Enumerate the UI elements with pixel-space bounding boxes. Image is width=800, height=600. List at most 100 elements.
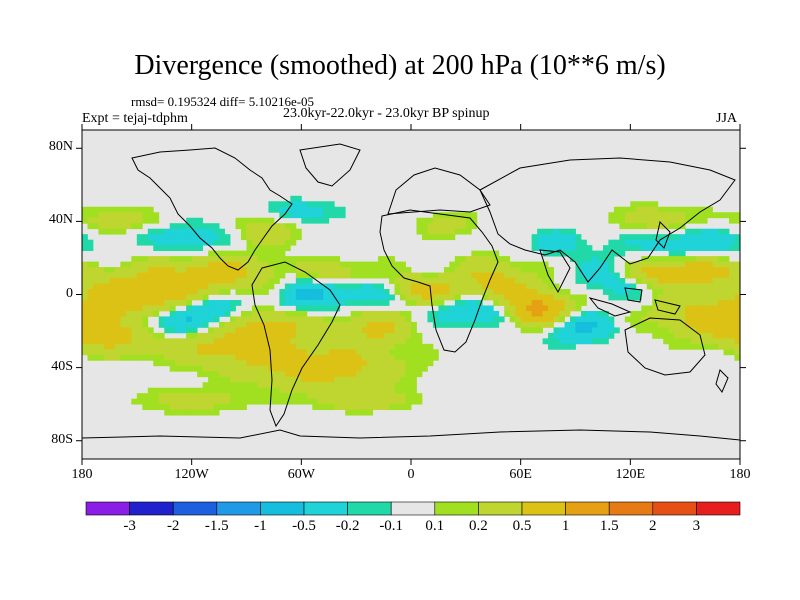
- heatmap-cell: [131, 217, 138, 224]
- heatmap-cell: [635, 272, 642, 279]
- heatmap-cell: [186, 245, 193, 252]
- heatmap-cell: [136, 289, 143, 295]
- heatmap-cell: [723, 234, 730, 241]
- heatmap-cell: [570, 294, 576, 301]
- heatmap-cell: [290, 327, 297, 334]
- heatmap-cell: [449, 261, 456, 268]
- heatmap-cell: [383, 371, 390, 378]
- heatmap-cell: [98, 349, 105, 356]
- heatmap-cell: [542, 250, 549, 257]
- heatmap-cell: [394, 321, 401, 328]
- heatmap-cell: [427, 294, 434, 301]
- heatmap-cell: [142, 294, 149, 301]
- heatmap-cell: [564, 321, 571, 328]
- heatmap-cell: [690, 267, 697, 273]
- heatmap-cell: [136, 338, 143, 345]
- heatmap-cell: [241, 250, 247, 257]
- heatmap-cell: [158, 294, 165, 301]
- heatmap-cell: [602, 332, 609, 339]
- heatmap-cell: [175, 278, 182, 284]
- heatmap-cell: [553, 283, 560, 290]
- heatmap-cell: [367, 371, 374, 378]
- heatmap-cell: [449, 228, 456, 235]
- heatmap-cell: [542, 305, 549, 312]
- heatmap-cell: [147, 206, 154, 213]
- heatmap-cell: [268, 278, 275, 284]
- lat-tick-label: 0: [66, 285, 73, 301]
- heatmap-cell: [663, 217, 670, 224]
- heatmap-cell: [701, 316, 708, 323]
- heatmap-cell: [268, 398, 275, 405]
- heatmap-cell: [295, 332, 302, 339]
- heatmap-cell: [663, 234, 670, 241]
- heatmap-cell: [372, 393, 379, 400]
- heatmap-cell: [279, 250, 286, 257]
- heatmap-cell: [82, 305, 88, 312]
- heatmap-cell: [411, 272, 417, 279]
- heatmap-cell: [109, 223, 116, 230]
- heatmap-cell: [197, 316, 204, 323]
- heatmap-cell: [186, 256, 193, 262]
- heatmap-cell: [635, 267, 642, 273]
- heatmap-cell: [432, 212, 439, 219]
- heatmap-cell: [208, 371, 214, 378]
- heatmap-cell: [136, 294, 143, 301]
- heatmap-cell: [142, 299, 149, 306]
- heatmap-cell: [158, 387, 165, 394]
- heatmap-cell: [537, 327, 543, 334]
- heatmap-cell: [394, 382, 401, 389]
- heatmap-cell: [668, 310, 675, 317]
- heatmap-cell: [531, 283, 538, 290]
- heatmap-cell: [120, 349, 127, 356]
- heatmap-cell: [443, 272, 450, 279]
- colorbar-swatch: [521, 501, 566, 516]
- heatmap-cell: [383, 360, 390, 367]
- heatmap-cell: [290, 365, 297, 372]
- heatmap-cell: [685, 332, 692, 339]
- heatmap-cell: [729, 212, 735, 219]
- colorbar-swatch: [85, 501, 130, 516]
- heatmap-cell: [306, 321, 313, 328]
- heatmap-cell: [202, 278, 209, 284]
- heatmap-cell: [306, 299, 313, 306]
- heatmap-cell: [246, 267, 253, 273]
- heatmap-cell: [224, 283, 231, 290]
- heatmap-cell: [164, 349, 171, 356]
- heatmap-cell: [570, 245, 576, 252]
- heatmap-cell: [158, 228, 165, 235]
- heatmap-cell: [570, 327, 576, 334]
- heatmap-cell: [175, 354, 182, 361]
- heatmap-cell: [685, 217, 692, 224]
- heatmap-cell: [564, 228, 571, 235]
- heatmap-cell: [241, 398, 247, 405]
- heatmap-cell: [103, 217, 110, 224]
- heatmap-cell: [328, 404, 335, 411]
- heatmap-cell: [663, 267, 670, 273]
- heatmap-cell: [120, 278, 127, 284]
- heatmap-cell: [405, 398, 412, 405]
- heatmap-cell: [208, 332, 214, 339]
- heatmap-cell: [262, 234, 269, 241]
- heatmap-cell: [197, 256, 204, 262]
- heatmap-cell: [323, 261, 330, 268]
- heatmap-cell: [400, 376, 406, 383]
- heatmap-cell: [707, 299, 713, 306]
- heatmap-cell: [235, 371, 242, 378]
- heatmap-cell: [164, 239, 171, 246]
- heatmap-cell: [690, 234, 697, 241]
- heatmap-cell: [438, 310, 445, 317]
- heatmap-cell: [82, 267, 88, 273]
- heatmap-cell: [635, 327, 642, 334]
- heatmap-cell: [652, 289, 659, 295]
- heatmap-cell: [679, 206, 686, 213]
- heatmap-cell: [712, 289, 719, 295]
- heatmap-cell: [114, 228, 121, 235]
- heatmap-cell: [219, 283, 225, 290]
- heatmap-cell: [679, 316, 686, 323]
- heatmap-cell: [131, 327, 138, 334]
- heatmap-cell: [564, 310, 571, 317]
- heatmap-cell: [87, 212, 94, 219]
- heatmap-cell: [257, 272, 264, 279]
- heatmap-cell: [306, 338, 313, 345]
- heatmap-cell: [597, 261, 604, 268]
